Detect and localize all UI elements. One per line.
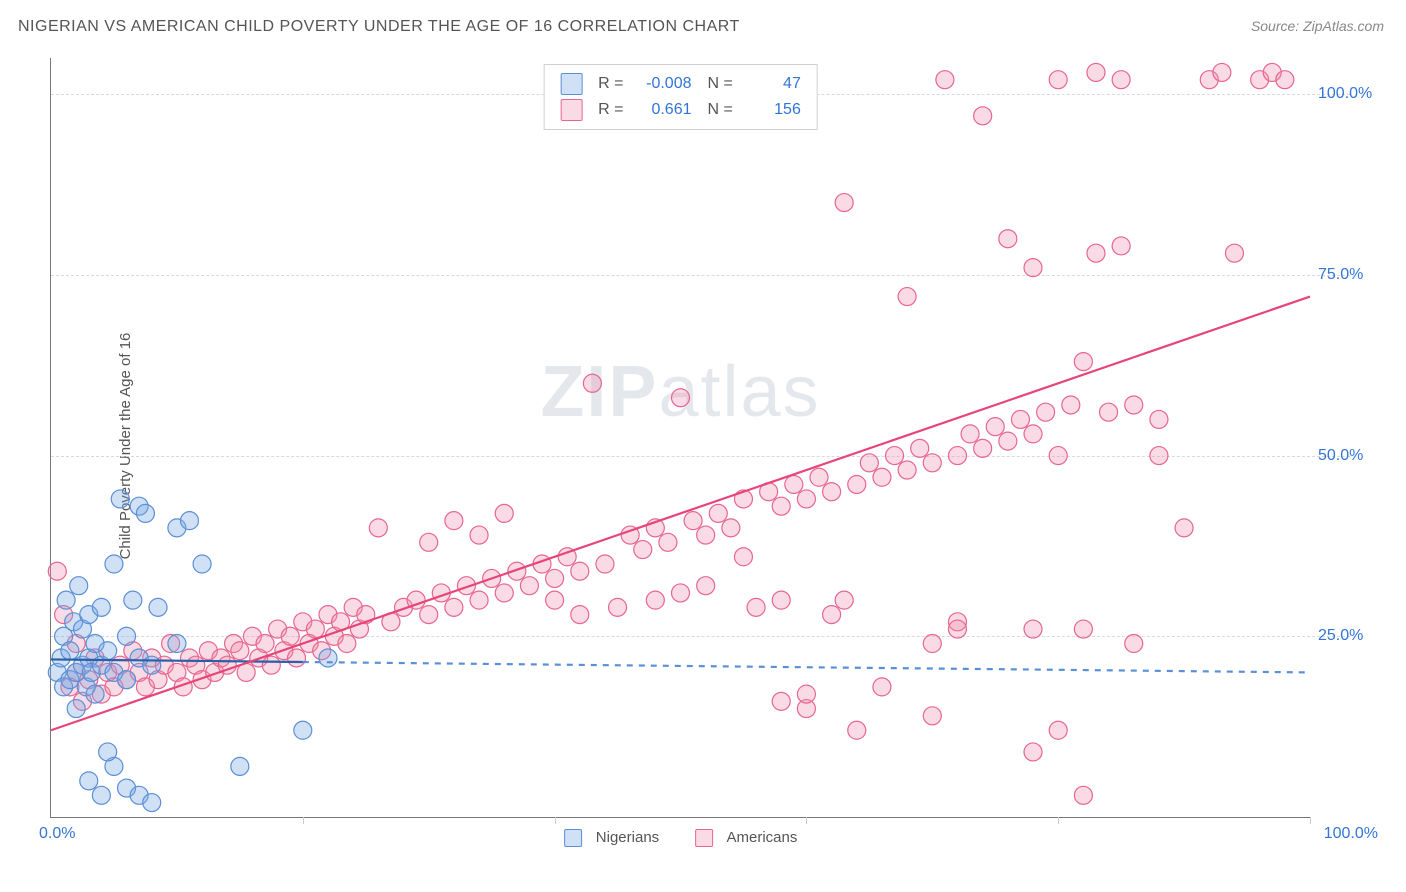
legend-swatch-nigerians-icon xyxy=(564,829,582,847)
scatter-svg xyxy=(51,58,1310,817)
chart-container: NIGERIAN VS AMERICAN CHILD POVERTY UNDER… xyxy=(0,0,1406,892)
legend-n-label: N = xyxy=(708,75,733,93)
legend-r-label: R = xyxy=(598,75,623,93)
legend-item-nigerians: Nigerians xyxy=(564,829,660,847)
legend-correlation-row-nigerians: R = -0.008 N = 47 xyxy=(560,71,801,97)
legend-label-americans: Americans xyxy=(727,829,798,846)
legend-n-label: N = xyxy=(708,101,733,119)
legend-correlation: R = -0.008 N = 47 R = 0.661 N = 156 xyxy=(543,64,818,130)
y-axis-tick-label: 25.0% xyxy=(1318,627,1398,645)
x-axis-tick-100: 100.0% xyxy=(1324,825,1378,843)
x-axis-tick-0: 0.0% xyxy=(39,825,75,843)
legend-r-americans: 0.661 xyxy=(640,101,692,119)
legend-swatch-americans-icon xyxy=(695,829,713,847)
chart-title: NIGERIAN VS AMERICAN CHILD POVERTY UNDER… xyxy=(18,18,740,36)
legend-n-americans: 156 xyxy=(749,101,801,119)
legend-label-nigerians: Nigerians xyxy=(596,829,659,846)
source-attribution: Source: ZipAtlas.com xyxy=(1251,18,1384,34)
legend-series: Nigerians Americans xyxy=(564,829,798,847)
legend-n-nigerians: 47 xyxy=(749,75,801,93)
legend-correlation-row-americans: R = 0.661 N = 156 xyxy=(560,97,801,123)
y-axis-tick-label: 100.0% xyxy=(1318,85,1398,103)
y-axis-tick-label: 50.0% xyxy=(1318,447,1398,465)
plot-area: ZIPatlas 25.0%50.0%75.0%100.0% R = -0.00… xyxy=(50,58,1310,818)
legend-swatch-nigerians xyxy=(560,73,582,95)
legend-swatch-americans xyxy=(560,99,582,121)
legend-r-label: R = xyxy=(598,101,623,119)
legend-r-nigerians: -0.008 xyxy=(640,75,692,93)
y-axis-tick-label: 75.0% xyxy=(1318,266,1398,284)
legend-item-americans: Americans xyxy=(695,829,797,847)
